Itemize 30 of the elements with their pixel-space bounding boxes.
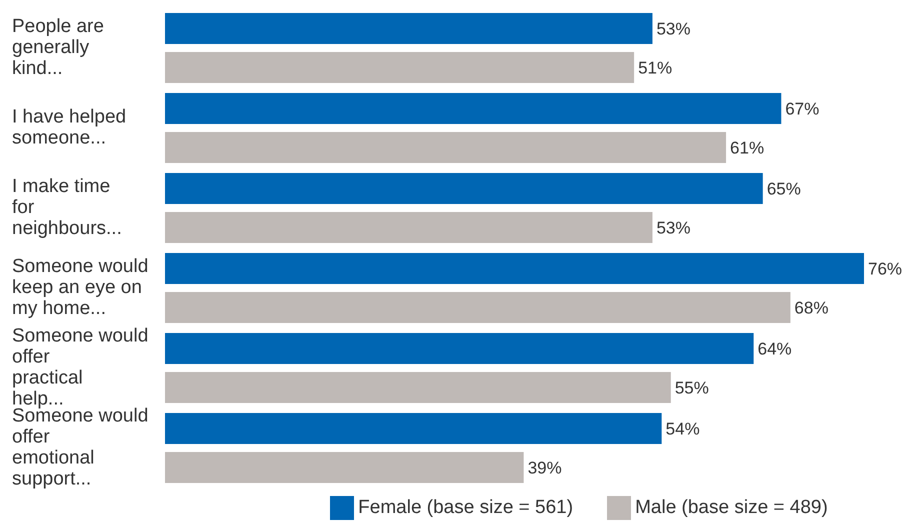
data-label: 54% (666, 420, 700, 439)
data-label: 55% (674, 378, 709, 398)
data-label: 61% (730, 138, 764, 158)
y-tick-label: People are generally kind... (12, 16, 104, 80)
data-label: 76% (868, 260, 902, 279)
data-label: 53% (656, 20, 690, 39)
bar (165, 253, 864, 284)
bar (165, 13, 652, 44)
data-label: 65% (766, 180, 801, 199)
bar (165, 93, 782, 124)
bar (165, 413, 662, 444)
bar (165, 132, 726, 163)
data-label: 39% (528, 458, 562, 478)
y-tick-label: Someone would keep an eye on my home... (12, 256, 148, 320)
y-tick-label: I make time for neighbours... (12, 176, 122, 240)
legend-label: Male (base size = 489) (635, 497, 828, 518)
data-label: 51% (638, 58, 672, 78)
data-label: 64% (758, 340, 792, 359)
data-label: 67% (785, 100, 820, 119)
bar (165, 333, 754, 364)
data-label: 68% (794, 298, 828, 318)
bar (165, 212, 652, 243)
legend-label: Female (base size = 561) (358, 497, 574, 518)
bar (165, 52, 634, 83)
bar (165, 452, 524, 483)
bar (165, 372, 671, 403)
bar (165, 292, 790, 323)
data-label: 53% (656, 218, 690, 238)
bar (165, 173, 763, 204)
y-tick-label: I have helped someone... (12, 106, 126, 149)
